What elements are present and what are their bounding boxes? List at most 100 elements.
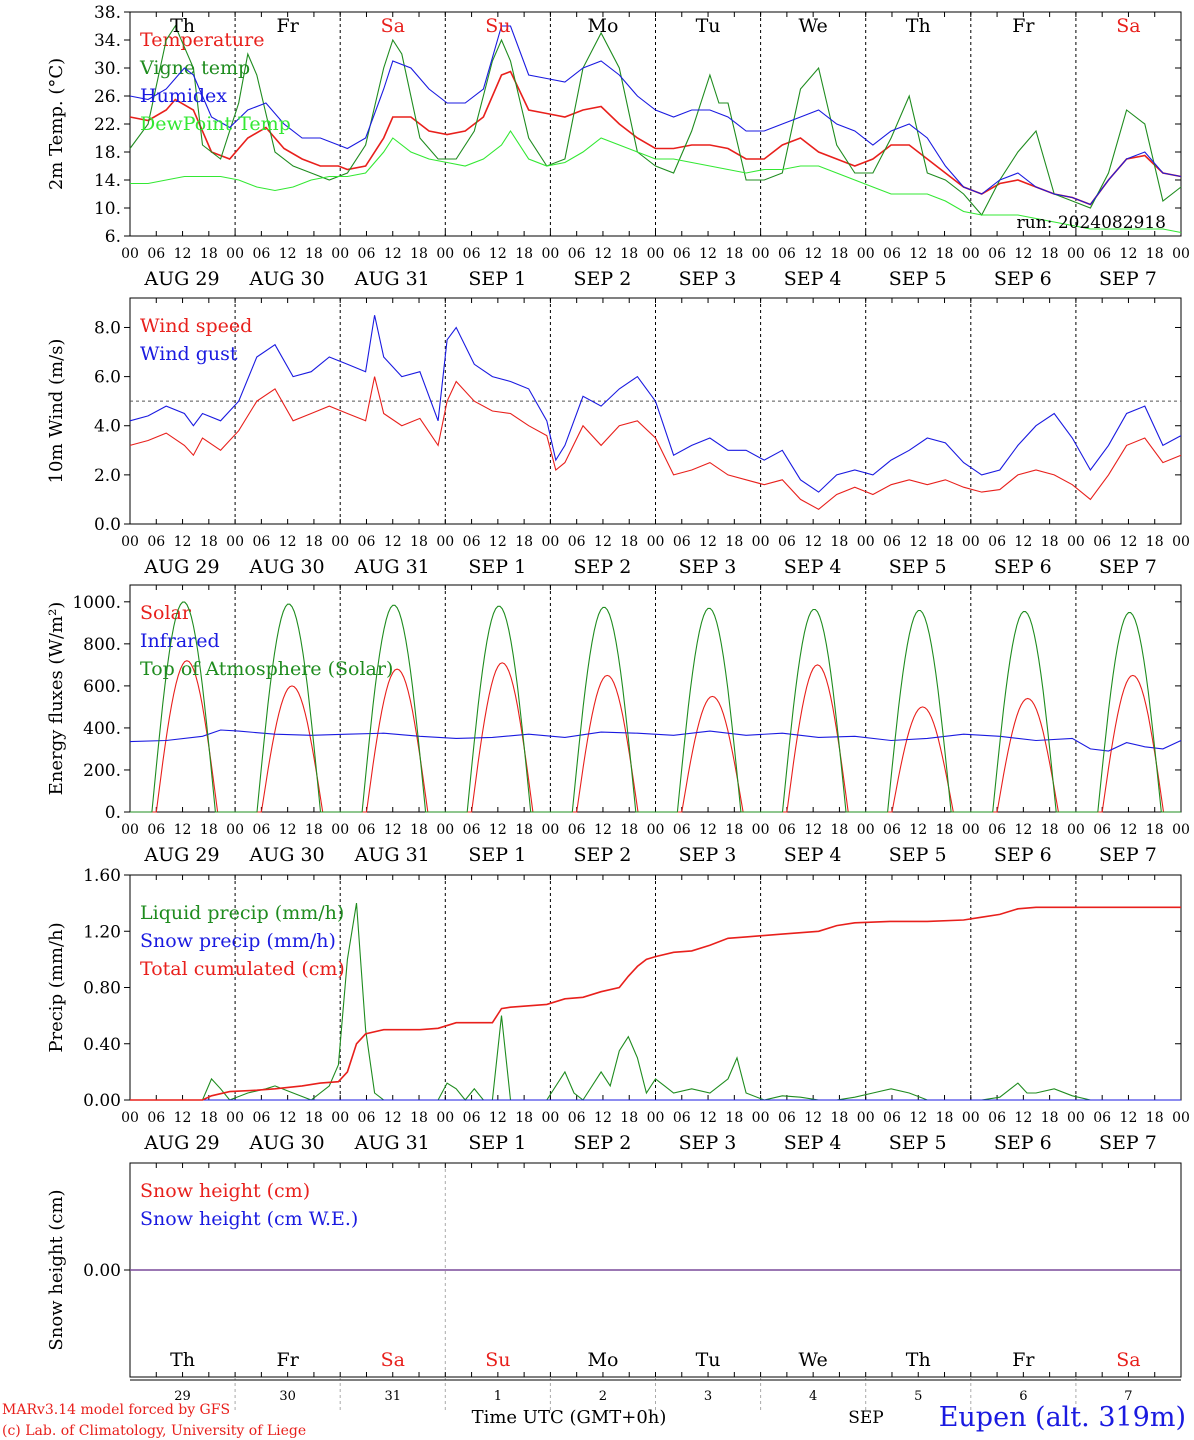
y-axis-label: Snow height (cm): [46, 1189, 67, 1350]
series-vigne-temp-line: [129, 24, 1182, 216]
date-label: AUG 30: [249, 556, 325, 578]
hour-tick-label: 06: [252, 246, 270, 262]
hour-tick-label: 00: [226, 1110, 244, 1126]
hour-tick-label: 06: [883, 534, 901, 550]
date-label: SEP 1: [468, 844, 526, 866]
hour-tick-label: 06: [568, 822, 586, 838]
date-label: AUG 31: [354, 1132, 430, 1154]
y-tick-label: 6.0: [94, 368, 121, 388]
date-label: AUG 31: [354, 844, 430, 866]
hour-tick-label: 12: [174, 822, 192, 838]
hour-tick-label: 00: [121, 1110, 139, 1126]
day-number-label: 7: [1124, 1389, 1132, 1404]
series-top-of-atmosphere-solar-legend: Top of Atmosphere (Solar): [140, 658, 393, 680]
hour-tick-label: 00: [436, 822, 454, 838]
copyright-credit: (c) Lab. of Climatology, University of L…: [2, 1423, 306, 1439]
weekday-label: Sa: [381, 15, 405, 37]
hour-tick-label: 00: [752, 822, 770, 838]
hour-tick-label: 12: [1014, 246, 1032, 262]
hour-tick-label: 18: [200, 822, 218, 838]
hour-tick-label: 12: [1120, 534, 1138, 550]
hour-tick-label: 00: [331, 822, 349, 838]
date-label: SEP 4: [784, 268, 842, 290]
hour-tick-label: 18: [831, 534, 849, 550]
y-tick-label: 8.0: [94, 318, 121, 338]
series-temperature-legend: Temperature: [140, 29, 264, 51]
series-snow-height-cm-legend: Snow height (cm): [140, 1180, 310, 1202]
hour-tick-label: 18: [1146, 534, 1164, 550]
date-label: SEP 7: [1099, 844, 1157, 866]
y-axis-label: Energy fluxes (W/m²): [46, 602, 67, 796]
date-label: SEP 6: [994, 1132, 1052, 1154]
hour-tick-label: 12: [804, 246, 822, 262]
y-tick-label: 600.: [83, 677, 121, 697]
hour-tick-label: 00: [857, 246, 875, 262]
date-label: SEP 2: [573, 844, 631, 866]
hour-tick-label: 00: [962, 822, 980, 838]
hour-tick-label: 06: [778, 534, 796, 550]
day-number-label: 31: [384, 1389, 401, 1404]
model-credit: MARv3.14 model forced by GFS: [2, 1402, 230, 1418]
hour-tick-label: 06: [358, 246, 376, 262]
day-number-label: 6: [1019, 1389, 1027, 1404]
series-liquid-precip-mm-h-line: [130, 903, 1181, 1101]
hour-tick-label: 06: [778, 1110, 796, 1126]
weekday-label: Th: [906, 15, 931, 37]
y-tick-label: 34.: [94, 31, 121, 51]
hour-tick-label: 06: [147, 246, 165, 262]
series-infrared-line: [129, 729, 1182, 752]
weekday-label: Su: [485, 1349, 510, 1371]
hour-tick-label: 12: [384, 534, 402, 550]
panel-1: 6. 10. 14. 18. 22. 26. 30. 34. 38. 2m Temp. (°C) T…: [46, 3, 1190, 290]
hour-tick-label: 06: [1093, 1110, 1111, 1126]
hour-tick-label: 12: [174, 534, 192, 550]
date-label: SEP 3: [679, 268, 737, 290]
hour-tick-label: 12: [699, 246, 717, 262]
hour-tick-label: 00: [331, 246, 349, 262]
y-axis-label: Precip (mm/h): [46, 922, 67, 1052]
y-tick-label: 18.: [94, 143, 121, 163]
hour-tick-label: 00: [436, 246, 454, 262]
weekday-label: We: [799, 1349, 828, 1371]
hour-tick-label: 12: [1014, 1110, 1032, 1126]
date-label: AUG 30: [249, 844, 325, 866]
weekday-label: Tu: [696, 15, 721, 37]
hour-tick-label: 00: [226, 822, 244, 838]
hour-tick-label: 18: [200, 246, 218, 262]
hour-tick-label: 06: [252, 822, 270, 838]
hour-tick-label: 18: [831, 246, 849, 262]
day-number-label: 3: [704, 1389, 712, 1404]
hour-tick-label: 18: [1041, 1110, 1059, 1126]
hour-tick-label: 18: [936, 1110, 954, 1126]
date-label: SEP 4: [784, 1132, 842, 1154]
hour-tick-label: 00: [752, 1110, 770, 1126]
hour-tick-label: 00: [962, 246, 980, 262]
y-tick-label: 0.0: [94, 515, 121, 535]
hour-tick-label: 06: [673, 534, 691, 550]
hour-tick-label: 18: [725, 246, 743, 262]
hour-tick-label: 18: [305, 822, 323, 838]
hour-tick-label: 18: [1146, 1110, 1164, 1126]
hour-tick-label: 18: [725, 534, 743, 550]
hour-tick-label: 00: [857, 822, 875, 838]
hour-tick-label: 18: [831, 822, 849, 838]
y-tick-label: 14.: [94, 171, 121, 191]
date-label: SEP 4: [784, 556, 842, 578]
series-solar-legend: Solar: [140, 602, 192, 624]
hour-tick-label: 06: [463, 822, 481, 838]
hour-tick-label: 18: [725, 822, 743, 838]
hour-tick-label: 00: [857, 1110, 875, 1126]
date-label: SEP 7: [1099, 1132, 1157, 1154]
hour-tick-label: 12: [279, 822, 297, 838]
panel-2: 0.0 2.0 4.0 6.0 8.0 10m Wind (m/s) Wind speed W…: [46, 297, 1190, 578]
day-number-label: 4: [809, 1389, 817, 1404]
series-top-of-atmosphere-solar-line: [130, 601, 1181, 813]
hour-tick-label: 06: [1093, 534, 1111, 550]
y-tick-label: 800.: [83, 635, 121, 655]
hour-tick-label: 06: [358, 534, 376, 550]
hour-tick-label: 12: [1120, 1110, 1138, 1126]
hour-tick-label: 06: [988, 1110, 1006, 1126]
hour-tick-label: 12: [804, 534, 822, 550]
hour-tick-label: 00: [226, 534, 244, 550]
